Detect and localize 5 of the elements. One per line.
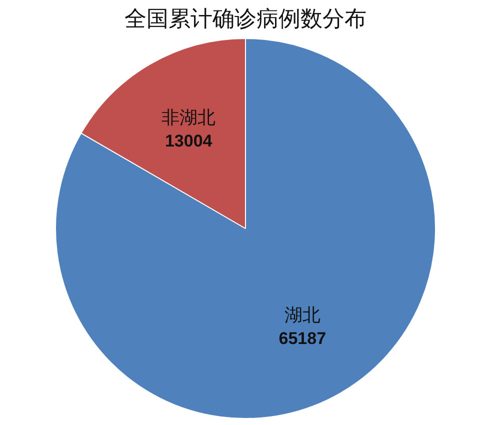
slice-label: 非湖北: [162, 107, 216, 128]
data-label: 13004: [164, 131, 213, 150]
data-label: 65187: [278, 328, 326, 348]
slice-label: 湖北: [284, 305, 320, 326]
chart-title: 全国累计确诊病例数分布: [124, 5, 368, 33]
